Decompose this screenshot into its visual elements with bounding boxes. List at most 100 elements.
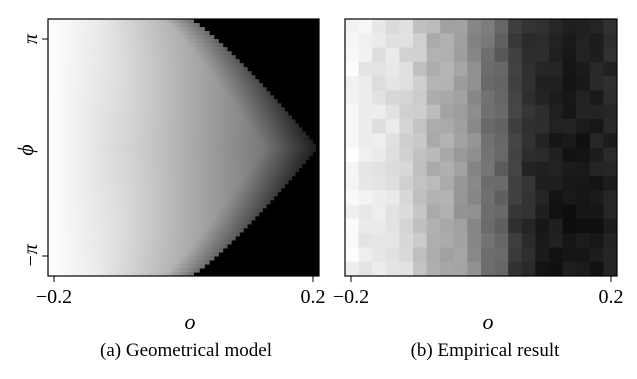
heatmap-cell — [508, 118, 523, 134]
heatmap-cell — [467, 190, 482, 206]
heatmap-cell — [426, 218, 441, 234]
heatmap-cell — [385, 33, 400, 49]
heatmap-cell — [481, 147, 496, 163]
heatmap-row — [48, 79, 260, 84]
heatmap-cell — [521, 61, 536, 77]
heatmap-cell — [481, 247, 496, 263]
heatmap-row — [48, 91, 271, 96]
x-tick-label: 0.2 — [599, 286, 624, 308]
heatmap-cell — [562, 133, 577, 148]
heatmap-cell — [358, 161, 373, 177]
heatmap-cell — [399, 33, 414, 49]
heatmap-cell — [413, 218, 428, 234]
heatmap-cell — [358, 76, 373, 91]
heatmap-cell — [345, 33, 360, 49]
heatmap-row — [48, 167, 300, 173]
heatmap-cell — [385, 161, 400, 177]
heatmap-cell — [345, 19, 360, 34]
heatmap-cell — [549, 61, 564, 77]
heatmap-cell — [535, 61, 550, 77]
x-tick-label: 0.2 — [301, 286, 326, 308]
heatmap-row — [48, 27, 205, 32]
heatmap-row — [48, 131, 307, 137]
heatmap-cell — [426, 104, 441, 120]
heatmap-cell — [345, 218, 360, 234]
caption-b-text: Empirical result — [437, 340, 560, 361]
heatmap-cell — [576, 176, 591, 191]
heatmap-row — [48, 255, 215, 261]
heatmap-cell — [426, 147, 441, 163]
heatmap-cell — [549, 118, 564, 134]
heatmap-cell — [413, 104, 428, 120]
heatmap-cell — [385, 147, 400, 163]
heatmap-cell — [535, 118, 550, 134]
heatmap-cell — [358, 233, 373, 248]
heatmap-cell — [562, 61, 577, 77]
heatmap-row — [48, 63, 244, 68]
heatmap-cell — [413, 261, 428, 276]
heatmap-cell — [549, 47, 564, 63]
heatmap-cell — [399, 133, 414, 148]
heatmap-row — [48, 263, 205, 269]
heatmap-cell — [535, 33, 550, 49]
heatmap-cell — [508, 33, 523, 49]
heatmap-cell — [453, 190, 468, 206]
heatmap-cell — [358, 204, 373, 220]
heatmap-cell — [453, 133, 468, 148]
heatmap-cell — [413, 90, 428, 106]
heatmap-cell — [372, 247, 387, 263]
heatmap-cell — [440, 147, 455, 163]
heatmap-cell — [562, 247, 577, 263]
heatmap-row — [48, 99, 278, 104]
heatmap-cell — [603, 261, 617, 276]
heatmap-cell — [399, 190, 414, 206]
heatmap-cell — [413, 133, 428, 148]
heatmap-cell — [440, 19, 455, 34]
heatmap-cell — [413, 247, 428, 263]
heatmap-cell — [372, 204, 387, 220]
heatmap-cell — [467, 133, 482, 148]
heatmap-cell — [589, 247, 604, 263]
heatmap-cell — [413, 47, 428, 63]
heatmap-row — [48, 191, 278, 197]
heatmap-cell — [467, 233, 482, 248]
heatmap-row — [48, 139, 313, 145]
x-tick-label: −0.2 — [333, 286, 369, 308]
heatmap-cell — [345, 147, 360, 163]
heatmap-cell — [372, 233, 387, 248]
heatmap-cell — [399, 218, 414, 234]
heatmap-cell — [494, 233, 509, 248]
heatmap-cell — [508, 104, 523, 120]
heatmap-cell — [345, 47, 360, 63]
heatmap-cell — [576, 104, 591, 120]
heatmap-row — [48, 123, 300, 129]
heatmap-row — [48, 39, 219, 44]
heatmap-cell — [426, 261, 441, 276]
heatmap-cell — [521, 261, 536, 276]
heatmap-cell — [358, 247, 373, 263]
heatmap-cell — [453, 233, 468, 248]
heatmap-cell — [521, 161, 536, 177]
heatmap-cell — [385, 104, 400, 120]
heatmap-cell — [372, 147, 387, 163]
heatmap-cell — [535, 76, 550, 91]
heatmap-cell — [562, 204, 577, 220]
panel-b-frame — [344, 18, 618, 277]
heatmap-cell — [453, 118, 468, 134]
heatmap-cell — [345, 261, 360, 276]
heatmap-cell — [440, 204, 455, 220]
heatmap-row — [48, 171, 296, 177]
heatmap-cell — [413, 147, 428, 163]
heatmap-cell — [576, 76, 591, 91]
heatmap-cell — [508, 161, 523, 177]
heatmap-cell — [467, 118, 482, 134]
heatmap-cell — [521, 176, 536, 191]
heatmap-cell — [521, 204, 536, 220]
heatmap-cell — [603, 204, 617, 220]
heatmap-row — [48, 199, 271, 205]
heatmap-row — [48, 119, 296, 125]
heatmap-cell — [481, 161, 496, 177]
heatmap-row — [48, 251, 219, 257]
heatmap-cell — [358, 61, 373, 77]
heatmap-cell — [494, 247, 509, 263]
